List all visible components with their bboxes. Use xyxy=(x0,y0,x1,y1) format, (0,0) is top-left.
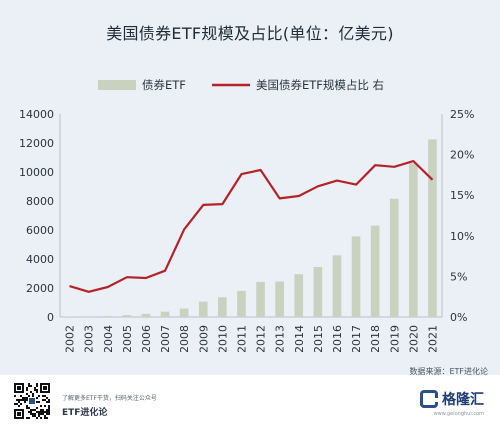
y-left-tick-label: 10000 xyxy=(19,166,54,179)
bar xyxy=(351,236,361,317)
x-tick-label: 2018 xyxy=(369,325,382,352)
footer-note: 了解更多ETF干货，扫码关注公众号 xyxy=(62,395,157,402)
footer-brand: ETF进化论 xyxy=(62,408,108,418)
brand-logo: 格隆汇 xyxy=(420,387,484,411)
x-tick-label: 2008 xyxy=(178,325,191,352)
bar xyxy=(218,297,227,317)
x-tick-label: 2007 xyxy=(159,325,172,352)
y-right-tick-label: 15% xyxy=(450,189,474,202)
x-tick-label: 2013 xyxy=(274,325,287,352)
y-right-tick-label: 20% xyxy=(450,149,474,162)
combo-chart: 0 2000 4000 6000 8000 10000 12000 14000 0% 5% 10% 1… xyxy=(19,78,474,352)
logo-mark-icon xyxy=(420,390,438,408)
x-tick-label: 2002 xyxy=(64,325,77,352)
x-tick-label: 2020 xyxy=(407,325,420,352)
y-left-tick-label: 4000 xyxy=(26,253,54,266)
bar xyxy=(160,311,170,317)
y-left-tick-label: 8000 xyxy=(26,195,54,208)
bar xyxy=(332,255,342,317)
bar xyxy=(389,198,399,317)
bar xyxy=(294,274,304,317)
bar xyxy=(237,290,246,317)
bar xyxy=(370,225,380,317)
footer: 了解更多ETF干货，扫码关注公众号 ETF进化论 格隆汇 www.gelongh… xyxy=(0,375,500,425)
x-tick-label: 2009 xyxy=(197,325,210,352)
legend-label-bar: 债券ETF xyxy=(142,78,186,92)
y-right-tick-label: 25% xyxy=(450,108,474,121)
x-tick-label: 2003 xyxy=(83,325,96,352)
bar xyxy=(275,281,284,317)
y-left-tick-label: 0 xyxy=(47,311,54,324)
y-left-tick-label: 2000 xyxy=(26,282,54,295)
bar xyxy=(198,301,208,317)
chart-title: 美国债券ETF规模及占比(单位：亿美元) xyxy=(106,24,394,43)
bar xyxy=(141,313,151,317)
x-tick-label: 2021 xyxy=(426,325,439,352)
y-right-tick-label: 0% xyxy=(450,311,467,324)
y-left-tick-label: 12000 xyxy=(19,137,54,150)
bar xyxy=(313,266,323,317)
y-right-tick-label: 10% xyxy=(450,230,474,243)
x-tick-label: 2011 xyxy=(235,325,248,352)
bar xyxy=(428,139,437,317)
y-left-tick-label: 6000 xyxy=(26,224,54,237)
qr-code-icon xyxy=(14,383,50,419)
x-tick-label: 2004 xyxy=(102,325,115,352)
bar xyxy=(122,315,132,317)
x-tick-label: 2015 xyxy=(312,325,325,352)
x-tick-label: 2006 xyxy=(140,325,153,352)
bar xyxy=(179,308,189,317)
bar xyxy=(103,316,113,317)
x-tick-label: 2017 xyxy=(350,325,363,352)
logo-text: 格隆汇 xyxy=(442,392,484,408)
x-tick-label: 2010 xyxy=(216,325,229,352)
legend-swatch-bar xyxy=(98,80,136,90)
x-tick-label: 2014 xyxy=(293,325,306,352)
y-right-tick-label: 5% xyxy=(450,270,467,283)
logo-url: www.gelonghui.com xyxy=(433,411,484,417)
bar xyxy=(256,281,265,317)
x-tick-label: 2016 xyxy=(331,325,344,352)
x-tick-label: 2012 xyxy=(255,325,268,352)
chart-card: 美国债券ETF规模及占比(单位：亿美元) 0 2000 4000 6000 8000 10… xyxy=(19,24,475,352)
y-left-tick-label: 14000 xyxy=(19,108,54,121)
x-tick-label: 2005 xyxy=(121,325,134,352)
bar xyxy=(84,316,93,317)
ratio-line xyxy=(69,160,434,293)
x-tick-label: 2019 xyxy=(388,325,401,352)
data-source: 数据来源：ETF进化论 xyxy=(409,367,488,376)
bar xyxy=(409,163,418,317)
legend-label-line: 美国债券ETF规模占比 右 xyxy=(256,78,384,92)
